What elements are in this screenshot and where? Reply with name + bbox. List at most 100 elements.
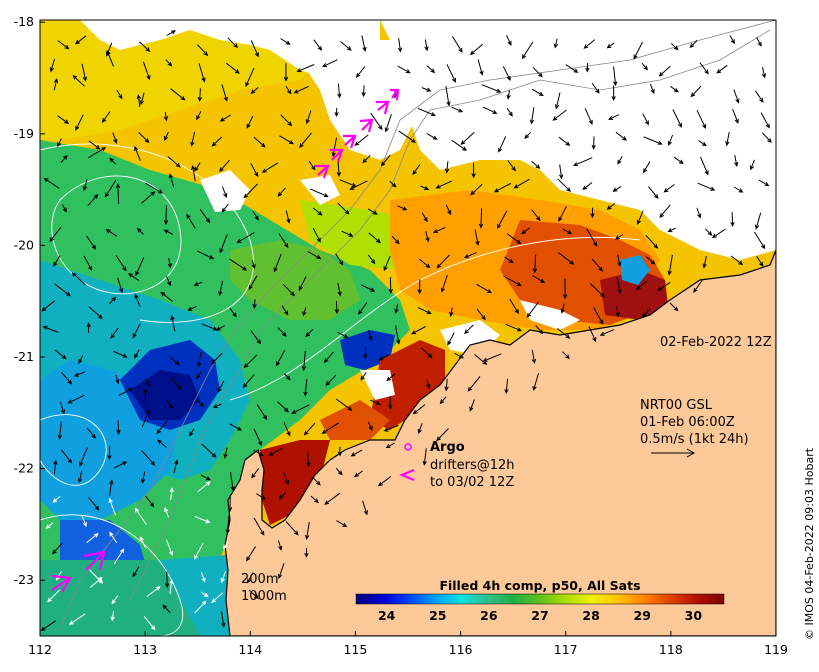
drifters-label-1: drifters@12h: [430, 458, 515, 473]
current-arrow: [699, 62, 709, 75]
current-arrow: [451, 106, 464, 113]
current-arrow: [141, 450, 156, 466]
current-arrow: [693, 280, 703, 293]
current-arrow: [40, 620, 57, 632]
depth-contours: [59, 20, 776, 631]
current-arrow: [296, 64, 315, 73]
current-arrow: [471, 162, 476, 179]
current-arrow: [426, 65, 436, 74]
current-arrow: [384, 114, 392, 133]
current-arrow: [194, 516, 211, 524]
current-arrow: [669, 302, 679, 312]
current-arrow: [138, 132, 150, 144]
current-arrow: [754, 231, 766, 250]
current-arrow: [225, 515, 230, 535]
current-arrow: [109, 296, 117, 304]
current-arrow: [513, 178, 530, 189]
current-arrow: [173, 459, 179, 474]
current-arrow: [397, 205, 408, 211]
current-arrow: [227, 37, 239, 49]
current-arrow: [196, 111, 202, 121]
current-arrow: [88, 147, 107, 159]
current-arrow: [531, 88, 544, 96]
current-arrow: [251, 260, 256, 270]
current-arrow: [498, 136, 507, 153]
current-arrow: [72, 74, 85, 87]
current-arrow: [412, 164, 421, 176]
current-arrow: [482, 106, 498, 114]
current-arrow: [658, 65, 671, 77]
current-arrow: [49, 226, 62, 243]
current-arrow: [136, 94, 142, 108]
current-arrow: [169, 356, 180, 366]
current-arrow: [593, 307, 604, 325]
current-arrow: [49, 58, 56, 73]
current-arrow: [532, 373, 539, 391]
current-arrow: [198, 63, 206, 83]
current-arrow: [200, 591, 209, 598]
current-arrow: [61, 371, 73, 385]
current-arrow: [732, 108, 739, 124]
current-arrow: [59, 401, 66, 415]
current-arrow: [331, 137, 337, 158]
current-arrow: [755, 90, 764, 103]
current-arrow: [469, 43, 484, 56]
current-arrow: [187, 305, 197, 311]
current-arrow: [614, 234, 624, 240]
current-arrow: [383, 424, 399, 432]
current-arrow: [53, 459, 58, 475]
scale-arrow: [651, 448, 696, 458]
current-arrow: [86, 427, 97, 439]
current-time-label: 01-Feb 06:00Z: [640, 415, 735, 430]
current-arrow: [310, 495, 319, 504]
current-arrow: [464, 324, 474, 335]
current-arrow: [283, 422, 291, 437]
lon-tick-label: 119: [764, 642, 788, 657]
colorbar-tick-label: 27: [531, 608, 548, 623]
current-arrow: [276, 349, 286, 367]
current-arrow: [378, 354, 390, 361]
current-arrow: [194, 543, 204, 560]
current-arrow: [252, 299, 257, 310]
axis-ticks: 112 113 114 115 116 117 118 119 -18 -19 -20 -21 -22 -…: [14, 14, 788, 657]
current-arrow: [197, 399, 205, 408]
current-arrow: [243, 354, 258, 369]
current-arrow: [532, 275, 546, 283]
current-arrow: [115, 255, 127, 272]
current-arrow: [417, 279, 422, 295]
current-arrow: [139, 41, 151, 52]
current-arrow: [360, 284, 376, 292]
current-arrow: [756, 256, 764, 267]
current-arrow: [532, 66, 543, 78]
current-arrow: [168, 173, 175, 188]
current-arrow: [761, 132, 772, 143]
current-arrow: [755, 212, 762, 230]
current-arrow: [419, 258, 431, 269]
current-arrow: [101, 111, 111, 123]
current-arrow: [200, 571, 206, 583]
current-arrow: [558, 136, 571, 147]
current-arrow: [127, 273, 140, 281]
current-arrow: [75, 114, 84, 131]
current-arrow: [146, 586, 161, 597]
current-arrow: [354, 470, 363, 478]
current-arrow: [252, 210, 259, 221]
current-arrow: [60, 154, 68, 163]
current-arrow: [493, 182, 512, 193]
current-arrow: [446, 64, 456, 83]
current-arrow: [186, 213, 196, 229]
current-arrow: [616, 276, 622, 295]
current-arrow: [45, 522, 54, 529]
drifter-tracks: [51, 88, 400, 593]
current-arrow: [170, 88, 186, 101]
current-arrow: [166, 539, 174, 557]
current-arrow: [337, 202, 350, 215]
current-arrow: [113, 351, 128, 358]
current-arrow: [250, 40, 259, 58]
current-arrow: [451, 36, 463, 53]
current-arrow: [134, 293, 141, 307]
current-arrow: [558, 206, 567, 222]
current-arrow: [531, 349, 537, 364]
current-arrow: [733, 186, 744, 193]
current-arrow: [242, 374, 255, 388]
